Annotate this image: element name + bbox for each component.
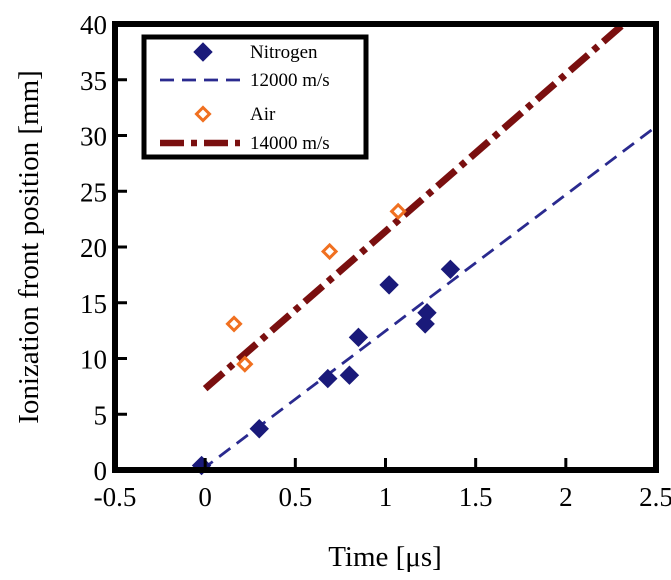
air-point [225,315,243,333]
legend-label: Nitrogen [250,42,318,63]
y-tick-label: 25 [80,177,107,207]
legend-marker-2 [194,105,212,123]
x-tick-label: 2.5 [639,482,671,512]
air-point [389,202,407,220]
y-tick-label: 0 [94,456,108,486]
x-tick-label: 1.5 [459,482,493,512]
y-tick-label: 35 [80,66,107,96]
nitrogen-point [318,368,338,389]
fit-line-air [202,21,626,392]
nitrogen-point [249,419,269,439]
y-tick-label: 30 [80,122,107,152]
x-tick-label: 2 [559,482,573,512]
x-tick-labels: -0.5 0 0.5 1 1.5 2 2.5 [94,458,671,512]
y-tick-label: 40 [80,10,107,40]
legend: Nitrogen 12000 m/s Air 14000 m/s [141,34,369,160]
x-tick-label: 0 [198,482,212,512]
x-tick-label: -0.5 [94,482,137,512]
y-tick-labels: 0 5 10 15 20 25 30 35 40 [80,10,127,486]
legend-label: Air [250,104,276,125]
y-axis-title: Ionization front position [mm] [13,70,45,424]
nitrogen-point [440,259,461,280]
y-tick-label: 20 [80,233,107,263]
y-tick-label: 15 [80,289,107,319]
y-tick-label: 5 [94,400,108,430]
fit-line-nitrogen [200,125,657,472]
legend-marker-0 [193,42,213,62]
nitrogen-point [339,365,360,385]
nitrogen-point [417,303,437,323]
legend-box [141,34,369,160]
air-point [320,242,339,261]
y-tick-label: 10 [80,345,107,375]
nitrogen-point [348,327,369,348]
air-point [236,355,254,373]
legend-label: 14000 m/s [250,133,330,154]
x-tick-label: 1 [379,482,393,512]
x-axis-title: Time [μs] [328,541,442,573]
legend-label: 12000 m/s [250,70,330,91]
plot-content [191,21,657,476]
nitrogen-point [379,275,399,295]
x-tick-label: 0.5 [278,482,312,512]
